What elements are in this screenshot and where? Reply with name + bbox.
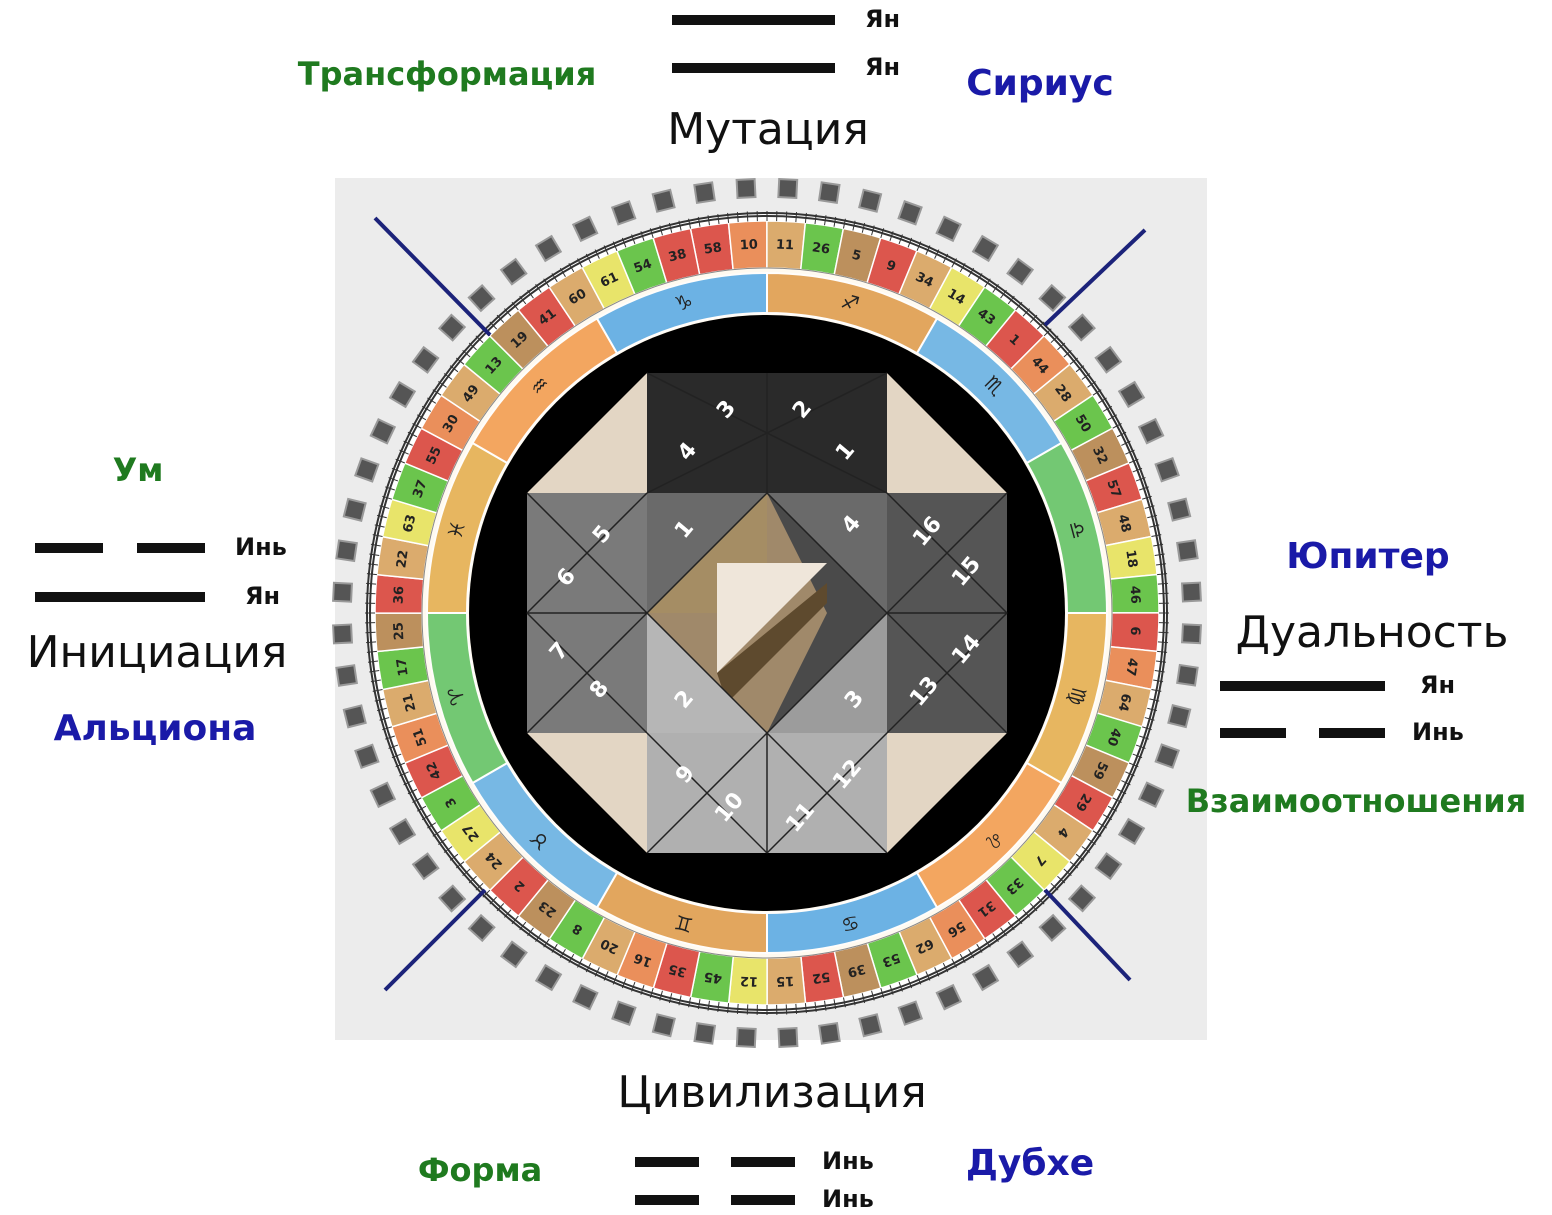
hexagram-icon (1168, 705, 1190, 727)
gate-number: 46 (1127, 585, 1143, 604)
hexagram-icon (333, 625, 352, 644)
quarter-theme: Форма (418, 1151, 542, 1189)
yin-line (1319, 728, 1385, 738)
hexagram-icon (859, 1014, 881, 1036)
hexagram-icon (1182, 624, 1201, 643)
quarter-star: Юпитер (1286, 536, 1449, 577)
line-label: Инь (822, 1147, 874, 1175)
line-label: Инь (822, 1185, 874, 1213)
yang-line (1220, 681, 1385, 691)
gate-number: 58 (703, 240, 723, 257)
hexagram-icon (779, 1028, 798, 1047)
line-label: Ян (865, 53, 900, 81)
hexagram-icon (1177, 665, 1197, 685)
hexagram-icon (778, 179, 797, 198)
hexagram-icon (1168, 499, 1190, 521)
gate-number: 10 (739, 238, 758, 254)
yin-line (635, 1195, 699, 1205)
yin-line (731, 1157, 795, 1167)
line-label: Инь (235, 533, 287, 561)
gate-number: 6 (1127, 626, 1142, 636)
yin-line (1220, 728, 1286, 738)
line-label: Ян (1420, 671, 1455, 699)
hexagram-icon (336, 541, 356, 561)
yin-line (635, 1157, 699, 1167)
hexagram-icon (819, 182, 839, 202)
hexagram-icon (859, 190, 881, 212)
yang-line (35, 592, 205, 602)
yin-line (731, 1195, 795, 1205)
hexagram-icon (336, 665, 356, 685)
yang-line (672, 15, 835, 25)
line-label: Ян (245, 582, 280, 610)
gate-number: 17 (394, 657, 411, 677)
gate-number: 11 (776, 238, 795, 254)
line-label: Инь (1412, 718, 1464, 746)
gate-number: 36 (392, 586, 408, 605)
hexagram-icon (694, 182, 714, 202)
hexagram-icon (1177, 540, 1197, 560)
line-label: Ян (865, 5, 900, 33)
quarter-theme: Трансформация (298, 55, 596, 93)
yin-line (35, 543, 103, 553)
hexagram-icon (737, 179, 756, 198)
hexagram-icon (653, 190, 675, 212)
gate-number: 26 (811, 240, 831, 257)
quarter-name: Цивилизация (617, 1067, 926, 1118)
hexagram-icon (1182, 583, 1201, 602)
hexagram-icon (653, 1014, 675, 1036)
hexagram-icon (737, 1028, 756, 1047)
quarter-star: Дубхе (966, 1143, 1094, 1184)
hexagram-icon (344, 705, 366, 727)
gate-number: 47 (1122, 657, 1139, 677)
center-octagon (527, 373, 1007, 853)
gate-number: 52 (811, 968, 831, 985)
quarter-name: Дуальность (1236, 607, 1509, 658)
hexagram-icon (695, 1023, 715, 1043)
gate-number: 18 (1122, 549, 1139, 569)
mandala-page: 5810112659341443144285032574818466476440… (0, 0, 1552, 1215)
quarter-star: Сириус (966, 63, 1113, 104)
hexagram-icon (344, 499, 366, 521)
gate-number: 22 (394, 549, 411, 569)
hexagram-icon (333, 583, 352, 602)
yang-line (672, 63, 835, 73)
quarter-name: Инициация (27, 627, 288, 678)
yin-line (137, 543, 205, 553)
quarter-theme: Взаимоотношения (1186, 782, 1527, 820)
quarter-name: Мутация (667, 104, 869, 155)
gate-number: 15 (776, 973, 795, 989)
quarter-star: Альциона (54, 708, 257, 749)
gate-number: 12 (740, 973, 759, 989)
hexagram-icon (819, 1023, 839, 1043)
gate-number: 45 (703, 968, 723, 985)
quarter-theme: Ум (113, 451, 164, 489)
gate-number: 25 (392, 622, 408, 641)
